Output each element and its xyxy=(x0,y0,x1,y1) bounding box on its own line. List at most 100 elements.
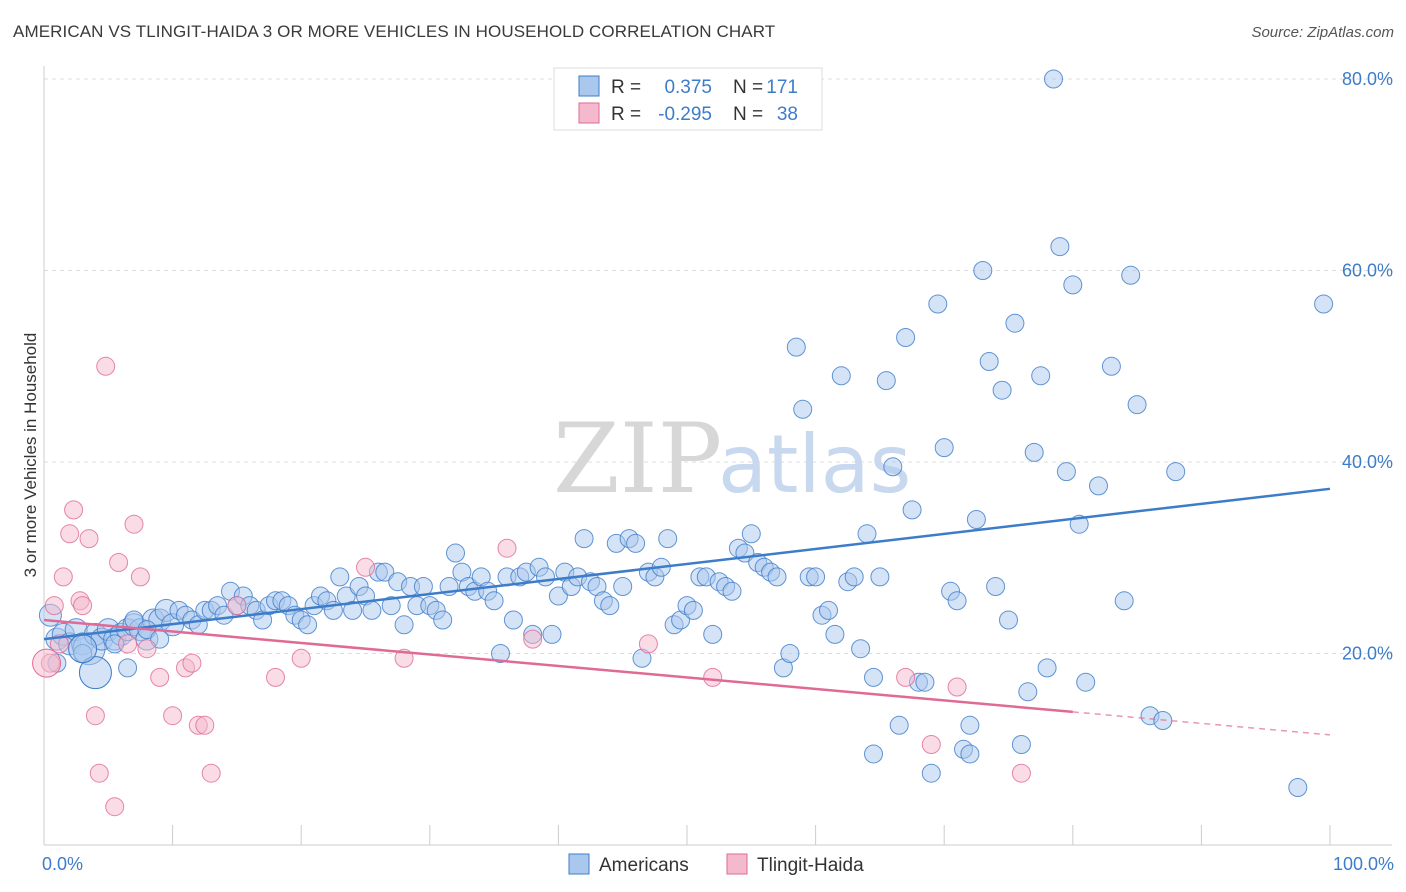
legend-r-label-2: R = xyxy=(611,104,641,125)
american-point-159 xyxy=(1063,275,1083,295)
american-point-96 xyxy=(658,529,678,549)
american-point-116 xyxy=(786,337,806,357)
tlingit-point-35 xyxy=(921,735,941,754)
tlingit-point-16 xyxy=(130,567,150,587)
american-point-132 xyxy=(889,715,909,735)
tlingit-point-37 xyxy=(1011,763,1031,783)
american-point-157 xyxy=(1050,237,1070,257)
series-legend: Americans Tlingit-Haida xyxy=(568,853,864,876)
tlingit-point-17 xyxy=(137,639,157,659)
legend-n-value-1: 171 xyxy=(766,77,798,98)
tlingit-point-4 xyxy=(60,524,80,544)
tlingit-point-28 xyxy=(356,557,375,577)
american-point-163 xyxy=(1101,356,1121,376)
tlingit-point-32 xyxy=(638,634,658,654)
legend-swatch-americans xyxy=(578,75,600,97)
american-point-138 xyxy=(928,294,948,314)
american-point-large-a xyxy=(78,656,112,690)
tlingit-point-25 xyxy=(227,596,247,616)
tlingit-point-large xyxy=(32,648,62,678)
y-tick-label-60: 60.0% xyxy=(1342,261,1393,281)
american-point-69 xyxy=(484,591,504,611)
american-point-162 xyxy=(1089,476,1108,496)
tlingit-point-24 xyxy=(201,763,221,783)
tlingit-point-2 xyxy=(49,634,69,654)
tlingit-point-8 xyxy=(79,529,99,549)
x-tick-label-100: 100.0% xyxy=(1333,854,1394,874)
axes xyxy=(43,66,1392,846)
american-point-149 xyxy=(999,610,1018,630)
american-point-40 xyxy=(298,615,318,635)
american-point-127 xyxy=(857,524,877,544)
american-point-83 xyxy=(574,529,594,549)
bottom-legend-swatch-americans xyxy=(568,853,590,875)
tlingit-point-7 xyxy=(73,596,93,616)
tlingit-point-21 xyxy=(182,653,202,673)
american-point-147 xyxy=(986,577,1006,596)
tlingit-point-10 xyxy=(89,763,109,783)
y-axis-label: 3 or more Vehicles in Household xyxy=(21,333,40,578)
american-point-50 xyxy=(362,600,382,620)
american-point-117 xyxy=(793,399,813,419)
tlingit-point-36 xyxy=(947,677,967,697)
american-point-129 xyxy=(870,567,890,587)
american-point-70 xyxy=(491,644,510,663)
american-point-130 xyxy=(876,371,896,391)
tlingit-point-14 xyxy=(118,634,138,654)
american-point-53 xyxy=(381,596,401,616)
legend-n-label-2: N = xyxy=(733,104,763,125)
grid-lines xyxy=(44,78,1392,654)
american-point-158 xyxy=(1056,462,1076,482)
american-point-109 xyxy=(741,524,761,544)
legend-swatch-tlingit xyxy=(578,102,600,124)
american-point-171 xyxy=(1314,294,1334,314)
tlingit-point-3 xyxy=(53,567,73,587)
american-point-47 xyxy=(343,600,363,620)
american-point-141 xyxy=(947,591,967,611)
legend-r-value-1: 0.375 xyxy=(664,77,712,98)
legend-r-value-2: -0.295 xyxy=(658,104,712,125)
bottom-legend-tlingit: Tlingit-Haida xyxy=(757,855,864,876)
american-point-103 xyxy=(703,624,723,644)
american-point-89 xyxy=(613,577,633,596)
tlingit-haida-points xyxy=(32,356,1031,817)
source-label: Source: ZipAtlas.com xyxy=(1251,24,1394,41)
y-tick-labels: 20.0% 40.0% 60.0% 80.0% xyxy=(1342,69,1393,664)
american-point-150 xyxy=(1005,313,1025,333)
tlingit-point-26 xyxy=(266,667,285,687)
american-point-164 xyxy=(1114,591,1134,611)
y-tick-label-20: 20.0% xyxy=(1342,644,1393,664)
american-point-151 xyxy=(1011,735,1031,754)
american-point-78 xyxy=(542,624,562,644)
legend-n-value-2: 38 xyxy=(777,104,798,125)
bottom-legend-americans: Americans xyxy=(599,855,689,876)
american-point-55 xyxy=(394,615,414,635)
american-point-61 xyxy=(433,610,453,630)
tlingit-point-18 xyxy=(150,667,170,687)
american-point-large-b xyxy=(68,634,98,664)
american-point-166 xyxy=(1127,395,1147,415)
watermark-zip: ZIP xyxy=(553,403,722,515)
x-tick-label-0: 0.0% xyxy=(42,854,83,874)
bottom-legend-swatch-tlingit xyxy=(726,853,748,875)
y-tick-label-40: 40.0% xyxy=(1342,452,1393,472)
american-point-146 xyxy=(979,352,999,371)
stats-legend: R = 0.375 N = 171 R = -0.295 N = 38 xyxy=(553,67,823,131)
american-point-134 xyxy=(902,500,922,520)
trend-line-1 xyxy=(43,618,1073,714)
american-point-177 xyxy=(118,658,138,678)
tlingit-point-30 xyxy=(497,538,517,558)
american-point-156 xyxy=(1044,69,1063,89)
american-point-155 xyxy=(1037,658,1057,678)
american-point-145 xyxy=(973,261,993,280)
tlingit-point-11 xyxy=(96,356,116,376)
tlingit-point-15 xyxy=(124,514,144,534)
american-point-143 xyxy=(960,715,980,735)
american-point-87 xyxy=(600,596,620,616)
american-point-139 xyxy=(934,438,954,458)
y-tick-label-80: 80.0% xyxy=(1342,69,1393,89)
tlingit-point-9 xyxy=(85,706,105,726)
legend-r-label-1: R = xyxy=(611,77,641,98)
trend-line-0 xyxy=(43,487,1331,641)
